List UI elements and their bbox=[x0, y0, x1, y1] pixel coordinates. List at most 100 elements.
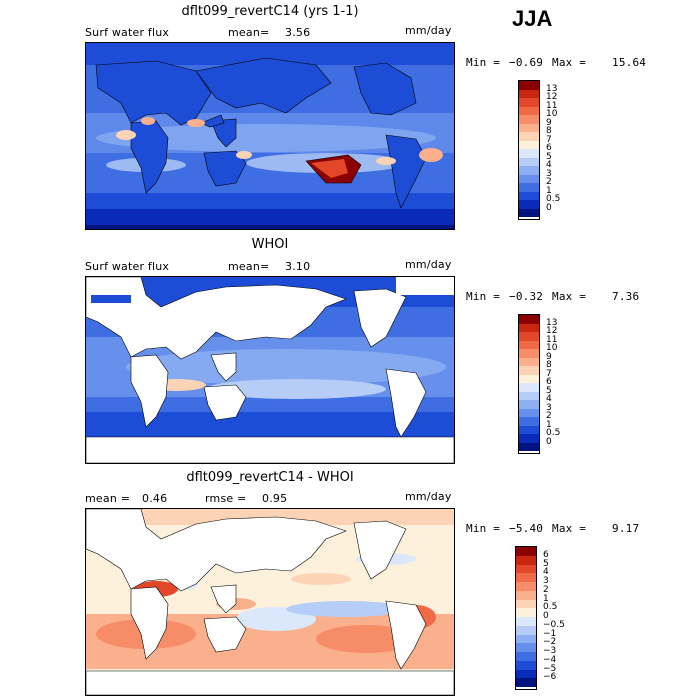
min-label: Min = bbox=[466, 290, 501, 303]
min-label: Min = bbox=[466, 56, 501, 69]
colorbar-tick-label: 0 bbox=[546, 436, 552, 447]
colorbar-swatch bbox=[519, 157, 539, 166]
max-value: 7.36 bbox=[612, 290, 640, 303]
colorbar-tick-label: 0.5 bbox=[546, 428, 561, 438]
colorbar-swatch bbox=[519, 374, 539, 383]
colorbar-tick-label: 0 bbox=[546, 202, 552, 213]
colorbar-tick-label: 7 bbox=[546, 134, 552, 145]
colorbar-swatch bbox=[519, 183, 539, 192]
colorbar-tick-label: 10 bbox=[546, 343, 558, 353]
colorbar-swatch bbox=[516, 582, 536, 591]
max-label: Max = bbox=[552, 56, 587, 69]
colorbar-tick-label: 2 bbox=[546, 411, 552, 421]
colorbar-tick-label: 9 bbox=[546, 351, 552, 362]
panel-title: WHOI bbox=[251, 237, 289, 252]
colorbar-tick-label: 2 bbox=[543, 584, 549, 595]
colorbar-swatch bbox=[516, 599, 536, 609]
colorbar-swatch bbox=[519, 174, 539, 183]
colorbar-tick-label: −2 bbox=[543, 637, 557, 648]
colorbar-tick-label: 4 bbox=[543, 567, 549, 578]
mean-label: mean= bbox=[228, 260, 270, 273]
colorbar-tick-label: 1 bbox=[543, 593, 549, 604]
colorbar-swatch bbox=[516, 669, 536, 679]
units-label: mm/day bbox=[405, 258, 452, 271]
colorbar-tick-label: 2 bbox=[546, 177, 552, 187]
mean-value: 3.56 bbox=[285, 26, 311, 39]
colorbar-labels: 6 5 4 3 2 1 0.5 0 −0.5 −1 −2 −3 −4 −5 −6 bbox=[543, 546, 583, 690]
colorbar bbox=[518, 80, 540, 220]
colorbar-swatch bbox=[516, 652, 536, 661]
colorbar-swatch bbox=[519, 340, 539, 349]
colorbar-swatch bbox=[519, 349, 539, 358]
colorbar-swatch bbox=[519, 123, 539, 132]
colorbar-swatch bbox=[519, 366, 539, 375]
max-label: Max = bbox=[552, 290, 587, 303]
colorbar-tick-label: 12 bbox=[546, 92, 558, 102]
mean-label: mean = bbox=[85, 492, 131, 505]
panel-title: dflt099_revertC14 - WHOI bbox=[186, 470, 354, 485]
mean-value: 3.10 bbox=[285, 260, 311, 273]
colorbar-tick-label: 13 bbox=[546, 83, 558, 94]
variable-label: Surf water flux bbox=[85, 260, 170, 273]
colorbar-labels: 13 12 11 10 9 8 7 6 5 4 3 2 1 0.5 0 bbox=[546, 80, 586, 220]
mean-label: mean= bbox=[228, 26, 270, 39]
colorbar-swatch bbox=[516, 678, 536, 687]
colorbar-swatch bbox=[519, 191, 539, 200]
colorbar bbox=[518, 314, 540, 454]
colorbar-swatch bbox=[519, 81, 539, 90]
colorbar-swatch bbox=[516, 547, 536, 556]
variable-label: Surf water flux bbox=[85, 26, 170, 39]
colorbar-swatch bbox=[516, 643, 536, 652]
colorbar-tick-label: −6 bbox=[543, 672, 557, 683]
colorbar-swatch bbox=[519, 400, 539, 409]
colorbar-swatch bbox=[519, 149, 539, 158]
colorbar-swatch bbox=[516, 573, 536, 582]
colorbar-labels: 13 12 11 10 9 8 7 6 5 4 3 2 1 0.5 0 bbox=[546, 314, 586, 454]
colorbar-tick-label: 3 bbox=[543, 576, 549, 586]
rmse-label: rmse = bbox=[205, 492, 247, 505]
units-label: mm/day bbox=[405, 24, 452, 37]
colorbar-tick-label: 11 bbox=[546, 334, 558, 345]
colorbar bbox=[515, 546, 537, 690]
colorbar-tick-label: 0.5 bbox=[543, 602, 558, 613]
colorbar-tick-label: 13 bbox=[546, 317, 558, 328]
colorbar-swatch bbox=[519, 391, 539, 400]
colorbar-tick-label: 4 bbox=[546, 160, 552, 170]
max-label: Max = bbox=[552, 522, 587, 535]
difference-map bbox=[85, 508, 455, 696]
panel-title: dflt099_revertC14 (yrs 1-1) bbox=[181, 4, 359, 19]
colorbar-tick-label: 5 bbox=[546, 385, 552, 396]
colorbar-tick-label: −1 bbox=[543, 628, 557, 639]
model-water-flux-map bbox=[85, 42, 455, 230]
colorbar-swatch bbox=[519, 383, 539, 392]
colorbar-swatch bbox=[519, 166, 539, 175]
colorbar-tick-label: 6 bbox=[546, 143, 552, 153]
colorbar-tick-label: −0.5 bbox=[543, 619, 565, 630]
colorbar-tick-label: 5 bbox=[546, 151, 552, 162]
colorbar-swatch bbox=[516, 590, 536, 600]
colorbar-swatch bbox=[519, 132, 539, 141]
colorbar-tick-label: 3 bbox=[546, 402, 552, 413]
colorbar-swatch bbox=[519, 200, 539, 209]
max-value: 9.17 bbox=[612, 522, 640, 535]
colorbar-swatch bbox=[516, 564, 536, 574]
map-canvas bbox=[86, 509, 454, 695]
colorbar-swatch bbox=[519, 332, 539, 341]
colorbar-tick-label: 8 bbox=[546, 360, 552, 370]
min-label: Min = bbox=[466, 522, 501, 535]
colorbar-swatch bbox=[516, 555, 536, 565]
colorbar-swatch bbox=[519, 208, 539, 217]
colorbar-swatch bbox=[519, 408, 539, 417]
obs-water-flux-map bbox=[85, 276, 455, 464]
colorbar-swatch bbox=[519, 115, 539, 124]
colorbar-swatch bbox=[519, 357, 539, 366]
colorbar-tick-label: −5 bbox=[543, 663, 557, 674]
colorbar-tick-label: 6 bbox=[543, 549, 549, 560]
units-label: mm/day bbox=[405, 490, 452, 503]
colorbar-tick-label: 9 bbox=[546, 117, 552, 128]
colorbar-tick-label: 5 bbox=[543, 558, 549, 569]
min-value: −5.40 bbox=[509, 522, 544, 535]
colorbar-swatch bbox=[519, 140, 539, 149]
mean-value: 0.46 bbox=[142, 492, 168, 505]
rmse-value: 0.95 bbox=[262, 492, 288, 505]
